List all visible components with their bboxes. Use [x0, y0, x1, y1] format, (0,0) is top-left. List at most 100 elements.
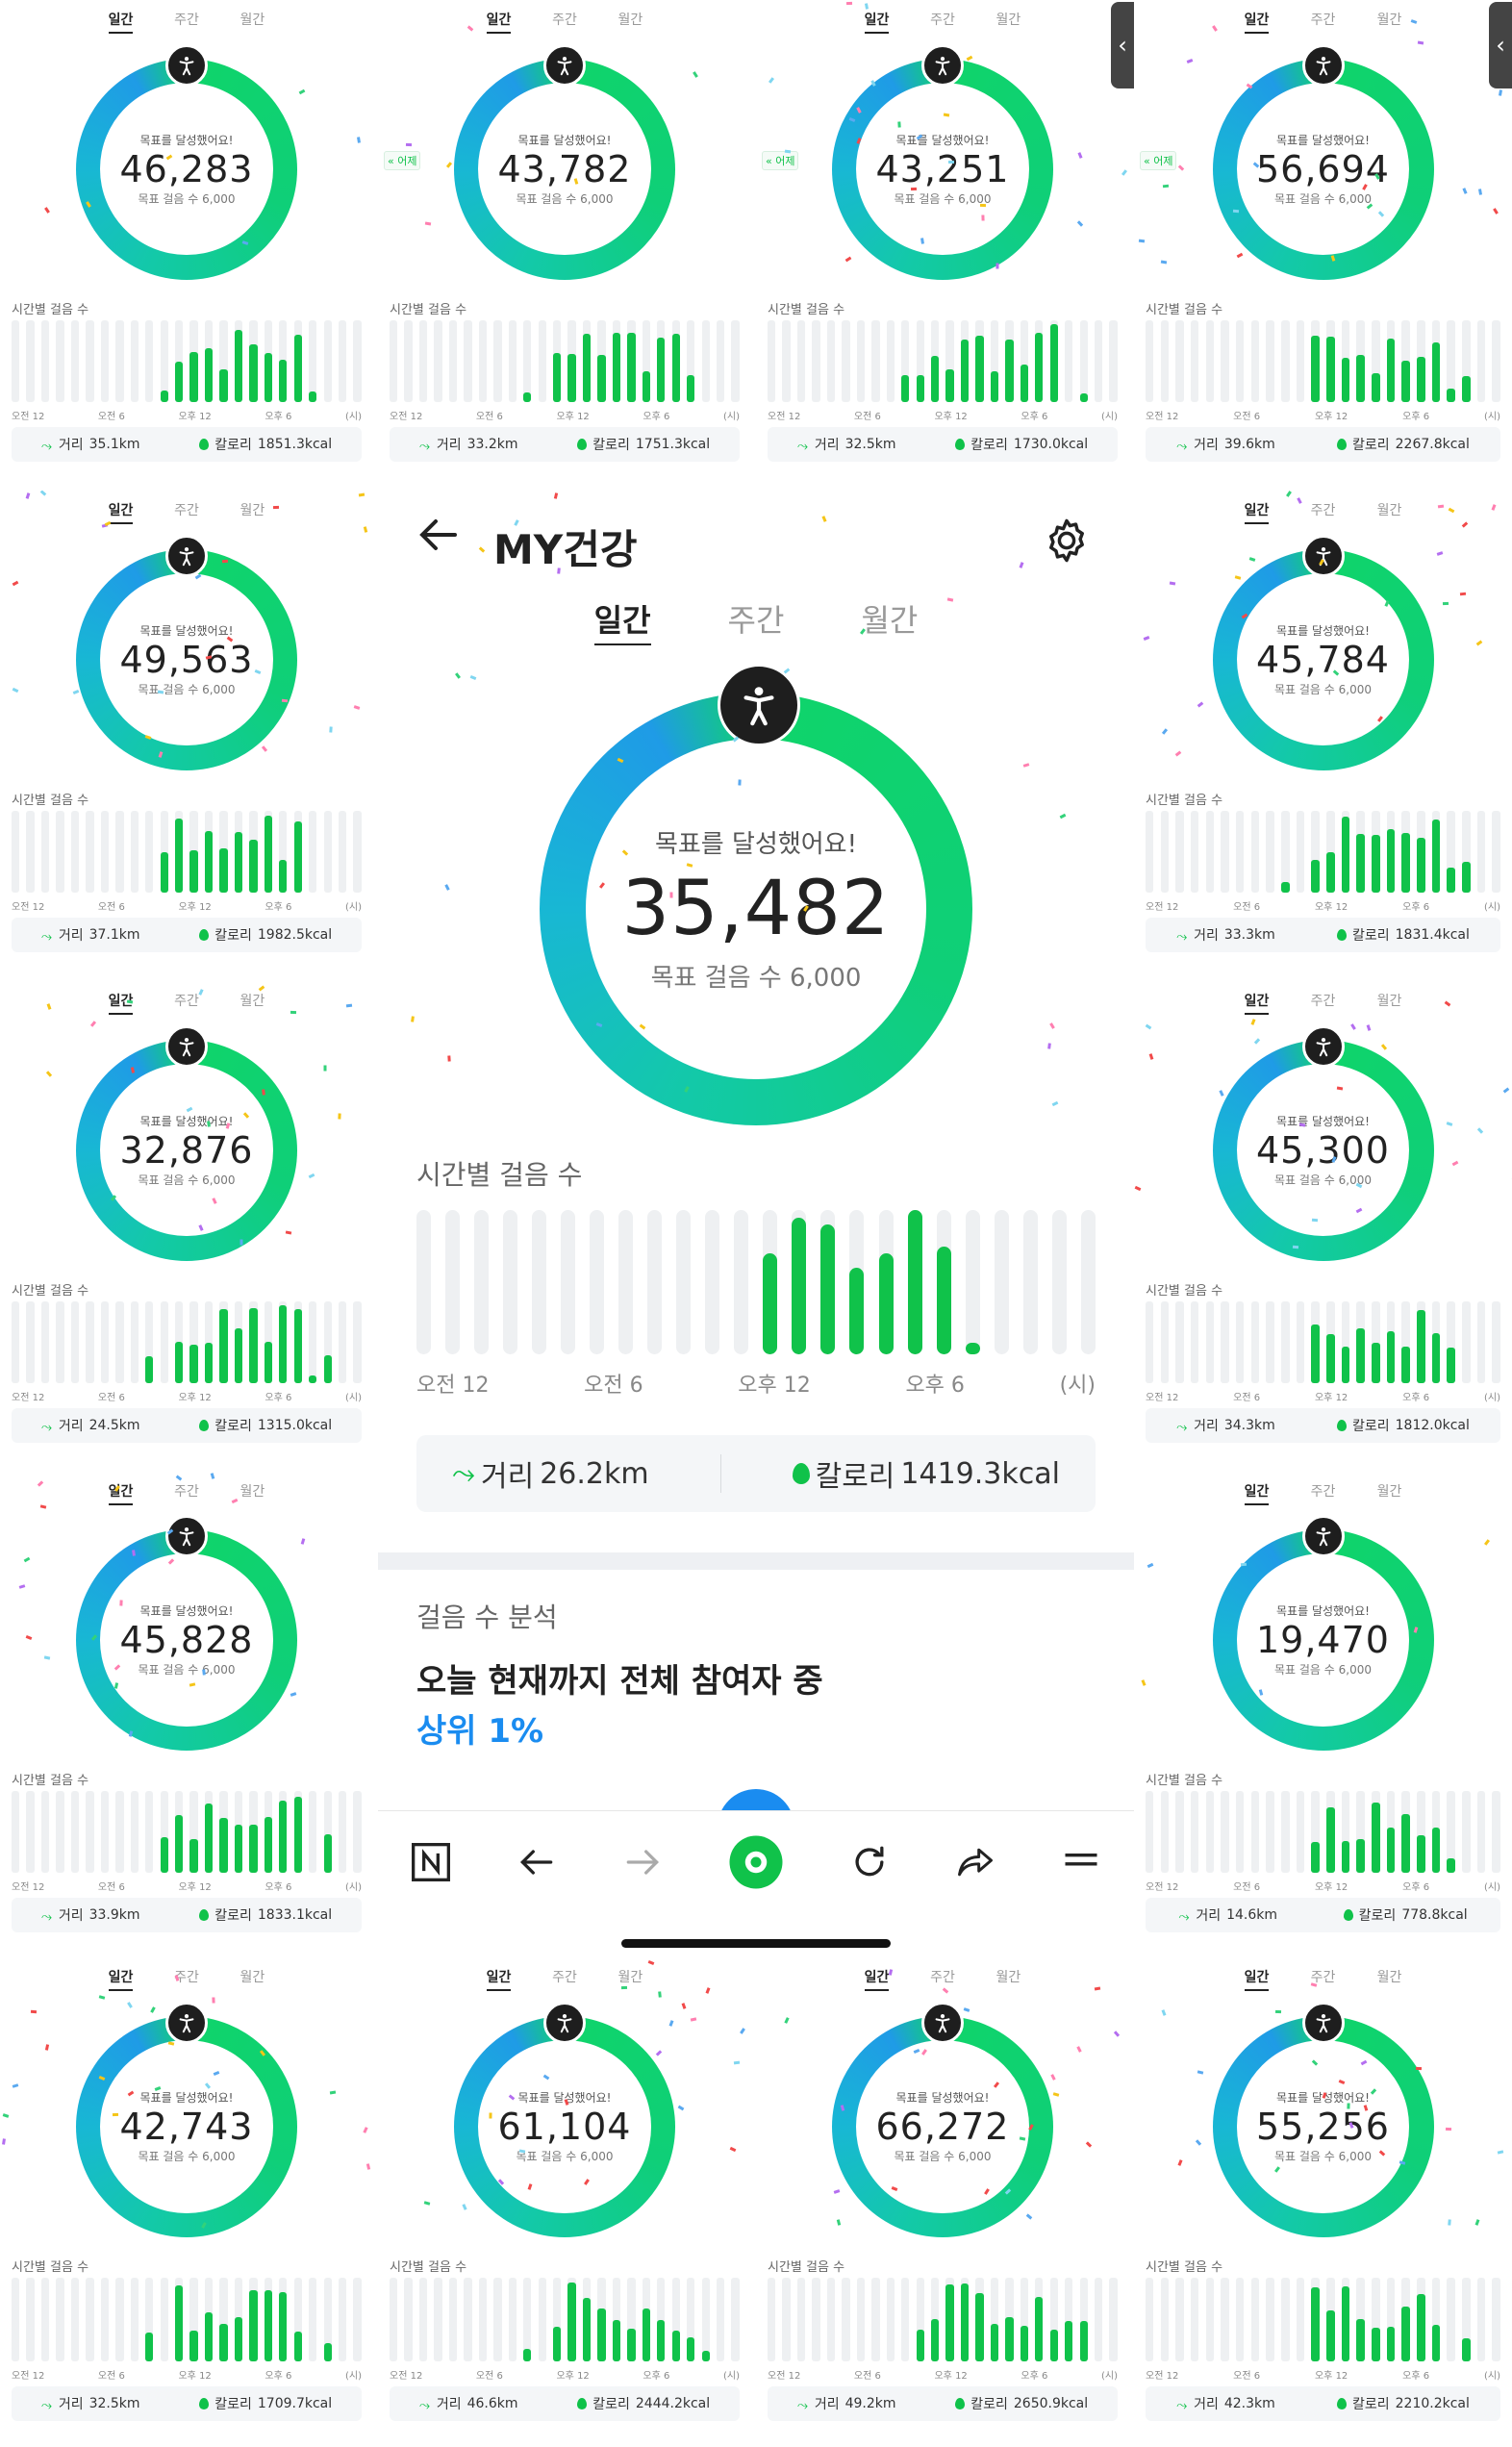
tab-weekly[interactable]: 주간 [930, 13, 955, 29]
hour-bar-fill [204, 1804, 214, 1873]
tab-weekly[interactable]: 주간 [1310, 994, 1336, 1010]
flame-icon [199, 2397, 210, 2409]
tab-weekly[interactable]: 주간 [552, 13, 577, 29]
menu-icon[interactable] [1060, 1841, 1102, 1887]
tab-daily[interactable]: 일간 [1244, 1481, 1269, 1505]
tab-daily[interactable]: 일간 [108, 1481, 133, 1505]
n-logo-icon[interactable] [410, 1841, 452, 1887]
side-handle-button[interactable]: ‹ [1111, 2, 1134, 88]
tab-monthly[interactable]: 월간 [617, 13, 643, 29]
hour-bar [1250, 1300, 1260, 1384]
forward-arrow-icon[interactable] [621, 1841, 664, 1887]
tab-monthly[interactable]: 월간 [995, 1970, 1021, 1986]
tab-daily[interactable]: 일간 [108, 10, 133, 35]
flame-icon [1343, 1909, 1353, 1921]
tab-monthly[interactable]: 월간 [1376, 1484, 1402, 1500]
hour-bar [338, 1791, 347, 1873]
hour-bar-fill [264, 353, 273, 403]
confetti-piece [846, 1, 853, 6]
tab-daily[interactable]: 일간 [1244, 500, 1269, 525]
tab-monthly[interactable]: 월간 [995, 13, 1021, 29]
hourly-steps-label: 시간별 걸음 수 [12, 1283, 89, 1299]
hour-bar-fill [1386, 1827, 1396, 1873]
axis-label: 오전 12 [1146, 1393, 1179, 1404]
header-bar: MY건강 [378, 510, 1134, 573]
tab-daily[interactable]: 일간 [486, 10, 511, 35]
hour-bar [916, 2278, 924, 2361]
back-arrow-icon[interactable] [416, 516, 459, 564]
main-step-count: 35,482 [621, 866, 891, 952]
tab-daily[interactable]: 일간 [1244, 1967, 1269, 1992]
tab-daily[interactable]: 일간 [593, 596, 651, 645]
tab-weekly[interactable]: 주간 [174, 13, 199, 29]
gear-icon[interactable] [1042, 516, 1092, 569]
confetti-piece [1121, 169, 1128, 176]
tab-weekly[interactable]: 주간 [930, 1970, 955, 1986]
tab-monthly[interactable]: 월간 [239, 1970, 265, 1986]
yesterday-link[interactable]: « 어제 [1140, 151, 1177, 171]
tab-weekly[interactable]: 주간 [174, 503, 199, 519]
tab-daily[interactable]: 일간 [1244, 991, 1269, 1016]
hour-bar [434, 319, 442, 403]
hour-bar [1175, 319, 1184, 403]
calorie-label: 칼로리 [1351, 2396, 1390, 2412]
tab-monthly[interactable]: 월간 [239, 1484, 265, 1500]
tab-monthly[interactable]: 월간 [239, 994, 265, 1010]
refresh-icon[interactable] [848, 1841, 891, 1887]
hour-bar [671, 2278, 680, 2361]
tab-monthly[interactable]: 월간 [1376, 1970, 1402, 1986]
share-icon[interactable] [954, 1841, 996, 1887]
yesterday-link[interactable]: « 어제 [384, 151, 421, 171]
hour-bar [878, 1210, 894, 1354]
hour-bar [145, 1300, 154, 1384]
confetti-piece [738, 779, 742, 786]
tab-monthly[interactable]: 월간 [617, 1970, 643, 1986]
tab-weekly[interactable]: 주간 [174, 1484, 199, 1500]
hour-bar [782, 319, 791, 403]
side-handle-button[interactable]: ‹ [1489, 2, 1512, 88]
tab-weekly[interactable]: 주간 [1310, 503, 1336, 519]
home-ring-icon[interactable] [727, 1833, 785, 1895]
calorie-value: 1833.1kcal [257, 1907, 333, 1923]
hour-bar [478, 2278, 488, 2361]
tab-monthly[interactable]: 월간 [1376, 13, 1402, 29]
yesterday-link[interactable]: « 어제 [762, 151, 799, 171]
period-tabs: 일간 주간 월간 [1134, 500, 1512, 525]
hour-bar [1221, 1300, 1229, 1384]
tab-monthly[interactable]: 월간 [239, 503, 265, 519]
tab-monthly[interactable]: 월간 [861, 602, 919, 639]
confetti-piece [323, 1065, 327, 1072]
tab-daily[interactable]: 일간 [108, 1967, 133, 1992]
tab-daily[interactable]: 일간 [108, 991, 133, 1016]
tab-monthly[interactable]: 월간 [239, 13, 265, 29]
hour-bar [70, 810, 80, 894]
ring-center: 목표를 달성했어요! 32,876 목표 걸음 수 6,000 [100, 1063, 273, 1237]
hour-bar [189, 2278, 198, 2361]
tab-weekly[interactable]: 주간 [174, 1970, 199, 1986]
calorie-label: 칼로리 [592, 438, 630, 454]
tab-weekly[interactable]: 주간 [552, 1970, 577, 1986]
tab-monthly[interactable]: 월간 [1376, 503, 1402, 519]
tab-weekly[interactable]: 주간 [1310, 1970, 1336, 1986]
hour-bar [1476, 810, 1486, 894]
confetti-piece [1197, 2070, 1204, 2075]
tab-daily[interactable]: 일간 [864, 10, 889, 35]
tab-weekly[interactable]: 주간 [1310, 1484, 1336, 1500]
hour-bar [1221, 1791, 1229, 1873]
confetti-piece [1169, 581, 1176, 586]
hour-bar [1476, 319, 1486, 403]
back-arrow-icon[interactable] [516, 1841, 558, 1887]
tab-daily[interactable]: 일간 [108, 500, 133, 525]
tab-daily[interactable]: 일간 [864, 1967, 889, 1992]
tab-weekly[interactable]: 주간 [174, 994, 199, 1010]
tab-weekly[interactable]: 주간 [727, 602, 785, 639]
tab-weekly[interactable]: 주간 [1310, 13, 1336, 29]
hour-bar-fill [234, 1328, 243, 1384]
hour-bar [493, 2278, 502, 2361]
hour-bar-fill [1311, 1842, 1320, 1873]
tab-daily[interactable]: 일간 [1244, 10, 1269, 35]
tab-monthly[interactable]: 월간 [1376, 994, 1402, 1010]
hour-bar [1020, 319, 1029, 403]
hour-bar-fill [792, 1217, 807, 1354]
tab-daily[interactable]: 일간 [486, 1967, 511, 1992]
